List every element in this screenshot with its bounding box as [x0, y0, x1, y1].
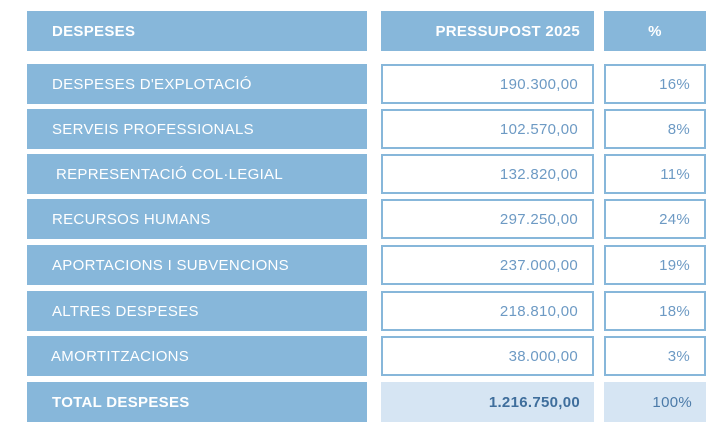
row-percent-despeses-explotacio: 16% — [604, 64, 706, 104]
row-label-serveis-professionals: SERVEIS PROFESSIONALS — [27, 109, 367, 149]
header-percent: % — [604, 11, 706, 51]
row-label-altres-despeses: ALTRES DESPESES — [27, 291, 367, 331]
row-amount-despeses-explotacio: 190.300,00 — [381, 64, 594, 104]
row-label-recursos-humans: RECURSOS HUMANS — [27, 199, 367, 239]
row-percent-serveis-professionals: 8% — [604, 109, 706, 149]
total-amount: 1.216.750,00 — [381, 382, 594, 422]
row-label-aportacions-subvencions: APORTACIONS I SUBVENCIONS — [27, 245, 367, 285]
row-label-despeses-explotacio: DESPESES D'EXPLOTACIÓ — [27, 64, 367, 104]
total-label: TOTAL DESPESES — [27, 382, 367, 422]
row-percent-amortitzacions: 3% — [604, 336, 706, 376]
row-amount-recursos-humans: 297.250,00 — [381, 199, 594, 239]
row-percent-representacio-collegial: 11% — [604, 154, 706, 194]
row-amount-amortitzacions: 38.000,00 — [381, 336, 594, 376]
total-percent: 100% — [604, 382, 706, 422]
row-amount-serveis-professionals: 102.570,00 — [381, 109, 594, 149]
row-percent-altres-despeses: 18% — [604, 291, 706, 331]
row-amount-aportacions-subvencions: 237.000,00 — [381, 245, 594, 285]
row-percent-recursos-humans: 24% — [604, 199, 706, 239]
row-label-representacio-collegial: REPRESENTACIÓ COL·LEGIAL — [27, 154, 367, 194]
row-percent-aportacions-subvencions: 19% — [604, 245, 706, 285]
header-label: DESPESES — [27, 11, 367, 51]
row-amount-altres-despeses: 218.810,00 — [381, 291, 594, 331]
header-amount: PRESSUPOST 2025 — [381, 11, 594, 51]
row-amount-representacio-collegial: 132.820,00 — [381, 154, 594, 194]
row-label-amortitzacions: AMORTITZACIONS — [27, 336, 367, 376]
